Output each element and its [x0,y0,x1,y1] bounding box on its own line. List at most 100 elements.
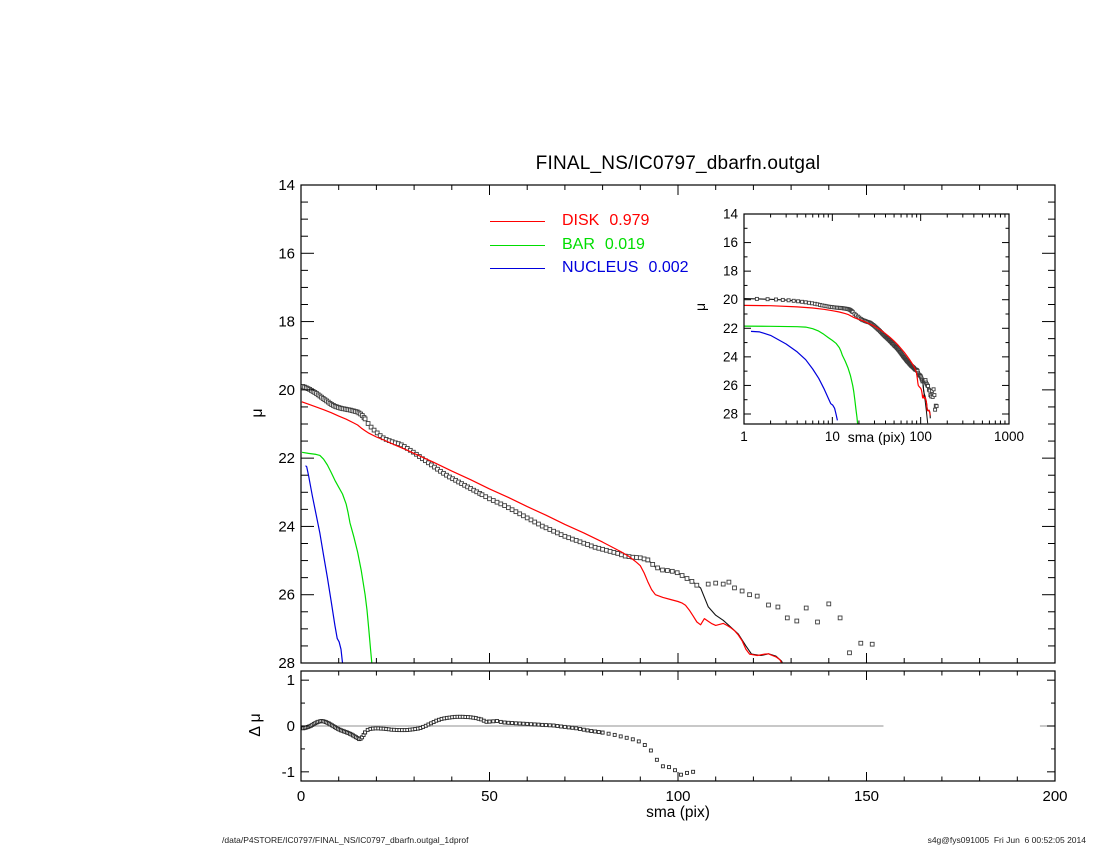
data-point [933,407,938,412]
data-point [926,384,930,388]
residual-point [600,730,605,735]
inset-y-tick-label: 28 [723,407,738,422]
data-points [301,384,875,656]
data-point [532,519,538,525]
data-point [490,498,496,503]
bar-line [744,325,859,424]
inset-y-tick-label: 18 [723,264,738,279]
data-point [786,298,791,303]
residual-point [679,772,683,777]
data-point [502,503,507,508]
bar-line-sample [490,244,545,246]
data-point [513,509,519,515]
inset-y-tick-label: 26 [723,378,738,393]
data-point [694,582,700,588]
inset-x-tick-label: 1 [740,429,748,444]
data-point [741,297,744,300]
residual-point [551,723,556,728]
inset-y-axis-label: μ [692,302,708,312]
inset-plot-area [741,296,939,424]
residual-point [636,739,641,744]
residual-point [685,770,689,775]
data-point [494,499,500,505]
residual-point [624,735,629,740]
data-point [775,604,781,610]
residual-point [498,719,503,724]
residual-point [513,721,518,726]
residual-point [544,723,548,728]
main-y-tick-label: 16 [278,245,295,262]
data-point [487,496,492,502]
data-point [368,424,374,430]
data-point [765,297,770,302]
data-point [483,494,489,500]
disk-line-sample [490,220,545,222]
data-point [780,297,785,302]
data-point [611,550,617,555]
data-point [543,525,549,531]
residual-point [612,732,617,737]
data-point [558,532,564,537]
data-point [754,296,759,301]
data-point [637,555,643,561]
nucleus-line-sample [490,267,545,269]
residual-point [540,722,545,727]
data-point [720,581,726,587]
bar-line [301,451,373,663]
data-point [815,619,820,625]
data-point [581,540,587,546]
residual-point [630,737,635,742]
data-point [506,505,511,511]
data-point [634,555,639,560]
residual-point [618,734,623,739]
data-point [551,528,556,534]
inset-x-tick-label: 10 [825,429,840,444]
data-point [596,545,602,551]
data-point [577,539,583,545]
data-point [807,300,811,305]
data-point [754,593,760,599]
residual-point [585,728,590,733]
data-point [588,543,594,549]
data-point [374,430,380,436]
data-point [747,592,752,598]
data-point [362,416,368,422]
data-point [592,544,598,550]
footer-file-path: /data/P4STORE/IC0797/FINAL_NS/IC0797_dba… [222,835,469,845]
nucleus-line [305,465,344,663]
inset-y-tick-label: 24 [723,349,739,364]
legend-row-bar: BAR 0.019 [490,234,645,256]
legend-value-disk: 0.979 [609,212,650,229]
residual-y-tick-label: 0 [287,718,295,735]
residual-point [574,726,579,731]
data-point [934,404,939,409]
main-y-axis-label: μ [249,408,266,418]
residual-point [691,769,696,774]
residual-point [570,725,575,730]
data-point [739,588,745,594]
data-point [684,576,690,581]
data-point [547,527,553,532]
data-point [509,507,515,513]
data-point [555,530,560,536]
data-point [645,557,651,563]
data-point [826,601,832,607]
residual-x-tick-label: 0 [297,788,305,805]
data-point [524,515,530,521]
legend-label-disk: DISK [562,212,600,229]
inset-y-tick-label: 14 [723,207,739,222]
residual-point [487,719,492,724]
plot-title: FINAL_NS/IC0797_dbarfn.outgal [535,153,821,174]
data-point [517,511,523,517]
residual-point [654,757,659,762]
data-point [615,551,621,556]
data-point [800,299,805,304]
model_total-line [744,298,931,419]
data-point [794,618,800,624]
residual-point [589,729,594,733]
data-point [803,605,809,611]
residual-y-axis-label: Δ μ [247,713,264,737]
inset-axes-box [743,213,1010,425]
data-point [858,640,864,646]
data-point [573,538,579,543]
